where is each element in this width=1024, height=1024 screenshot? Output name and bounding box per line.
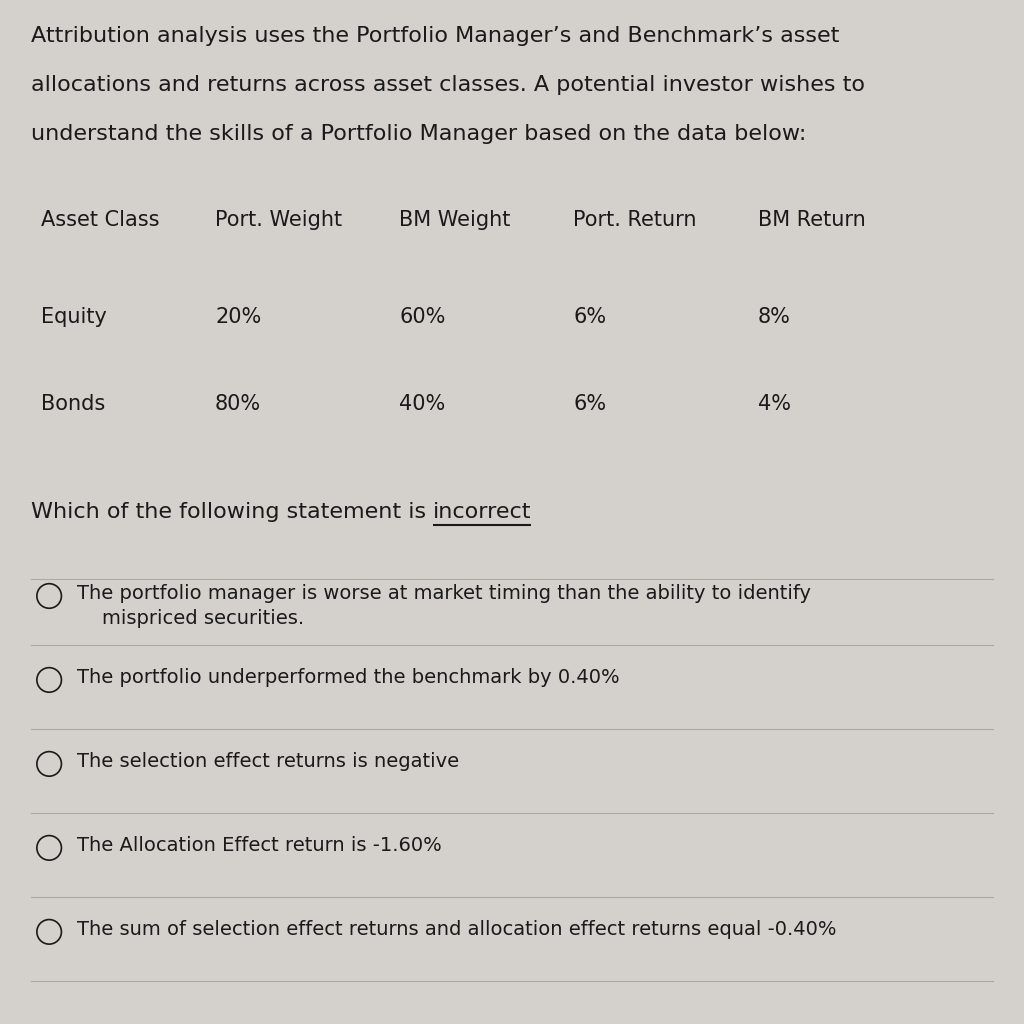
Text: The Allocation Effect return is -1.60%: The Allocation Effect return is -1.60% [77,836,441,855]
Text: BM Weight: BM Weight [399,210,511,230]
Text: 8%: 8% [758,307,791,328]
Text: The portfolio underperformed the benchmark by 0.40%: The portfolio underperformed the benchma… [77,668,620,687]
Text: 40%: 40% [399,394,445,415]
Text: Asset Class: Asset Class [41,210,160,230]
Text: Which of the following statement is: Which of the following statement is [31,502,433,522]
Text: 20%: 20% [215,307,261,328]
Text: 60%: 60% [399,307,445,328]
Text: Equity: Equity [41,307,106,328]
Text: 80%: 80% [215,394,261,415]
Text: Port. Return: Port. Return [573,210,697,230]
Text: 4%: 4% [758,394,791,415]
Text: 6%: 6% [573,307,606,328]
Text: allocations and returns across asset classes. A potential investor wishes to: allocations and returns across asset cla… [31,75,864,95]
Text: The selection effect returns is negative: The selection effect returns is negative [77,752,459,771]
Text: understand the skills of a Portfolio Manager based on the data below:: understand the skills of a Portfolio Man… [31,124,806,144]
Text: BM Return: BM Return [758,210,865,230]
Text: Bonds: Bonds [41,394,105,415]
Text: 6%: 6% [573,394,606,415]
Text: Attribution analysis uses the Portfolio Manager’s and Benchmark’s asset: Attribution analysis uses the Portfolio … [31,26,839,46]
Text: Port. Weight: Port. Weight [215,210,342,230]
Text: The portfolio manager is worse at market timing than the ability to identify
   : The portfolio manager is worse at market… [77,584,811,628]
Text: incorrect: incorrect [433,502,531,522]
Text: The sum of selection effect returns and allocation effect returns equal -0.40%: The sum of selection effect returns and … [77,920,837,939]
